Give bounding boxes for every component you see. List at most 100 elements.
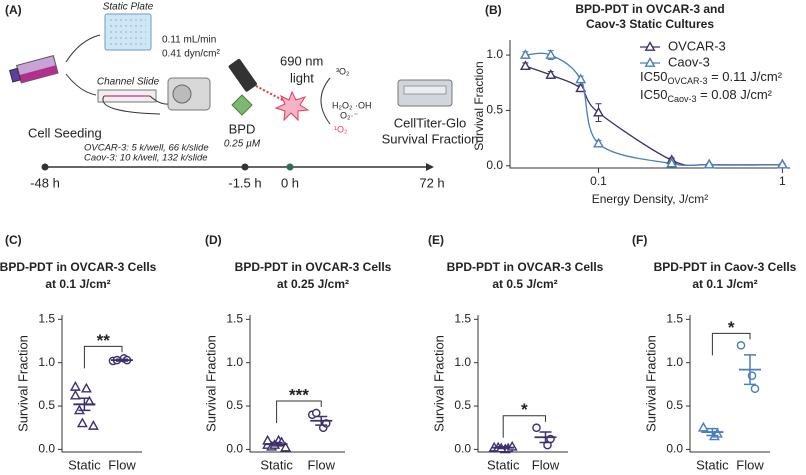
label: Channel Slide [97,77,160,88]
x-tick-label: Static [696,457,729,472]
timeline-label: -1.5 h [228,175,261,190]
marker [311,408,321,418]
y-tick-label: 0.0 [226,442,243,456]
significance-label: ** [97,331,111,350]
sem-bar [315,415,328,426]
y-tick-label: 0.0 [454,442,471,456]
marker [776,158,788,169]
legend-marker [644,41,656,51]
label: H₂O₂ ·OH [332,100,372,110]
annotation-sub: Caov-3 [667,94,696,104]
sem-bar [539,431,552,444]
marker [519,49,531,59]
label: OVCAR-3: 5 k/well, 66 k/slide [84,143,209,154]
axis [477,315,568,453]
marker [736,341,746,350]
flask [9,55,59,84]
sem-bar [78,397,91,412]
sem-bar [744,354,756,386]
significance-label: * [521,400,528,419]
y-axis-label: Survival Fraction [203,335,218,432]
axis [509,40,790,169]
label: ³O₂ [336,66,350,76]
annotation: IC50OVCAR-3 = 0.11 J/cm² [640,69,783,86]
y-tick-label: 0.0 [38,442,55,456]
label: 0.41 dyn/cm² [162,49,220,60]
chart-title: Caov-3 Static Cultures [586,17,714,31]
chart-title: at 0.1 J/cm² [45,277,110,291]
x-tick-label: Flow [308,457,336,472]
marker [575,73,587,84]
axis [61,315,142,453]
significance-bracket [502,415,546,438]
label: 690 nm [280,53,323,68]
plate [104,13,152,51]
sem-bar [706,427,719,437]
y-axis-label: Survival Fraction [643,335,658,432]
x-tick-label: Flow [532,457,560,472]
marker [280,441,292,452]
label: 0.25 µM [224,139,261,150]
label: BPD [229,121,256,136]
annotation-main: IC50 [640,69,667,84]
marker [76,417,88,428]
label: Caov-3: 10 k/well, 132 k/slide [84,153,208,164]
marker [750,384,760,394]
marker [697,421,709,432]
chart-title: BPD-PDT in OVCAR-3 and [575,2,724,16]
y-tick-label: 0.5 [486,103,503,117]
label: 0.11 mL/min [162,35,216,46]
x-tick-label: Flow [736,457,764,472]
marker [80,382,92,393]
chart-title: at 0.5 J/cm² [492,277,557,291]
annotation: IC50Caov-3 = 0.08 J/cm² [640,87,773,104]
timeline-label: 72 h [419,175,444,190]
y-tick-label: 1.0 [666,355,683,369]
marker [532,423,541,433]
panel-label: (E) [428,233,444,247]
timeline-dot [241,163,249,171]
y-axis-label: Survival Fraction [472,61,486,150]
panel-label: (B) [485,3,502,17]
plate-reader-tray [403,85,447,95]
marker [545,49,557,59]
significance-bracket [711,332,751,356]
marker [593,137,604,148]
bpd-molecule [231,94,253,116]
annotation-main: IC50 [640,87,667,102]
y-tick-label: 0.5 [454,398,471,412]
y-tick-label: 0.5 [226,398,243,412]
y-tick-label: 1.5 [38,312,55,326]
y-tick-label: 1.0 [38,355,55,369]
y-tick-label: 0.5 [666,398,683,412]
x-tick-label: Flow [108,457,136,472]
significance-label: * [728,318,735,337]
axis [249,315,345,453]
y-axis-label: Survival Fraction [431,335,446,432]
chart-title: BPD-PDT in OVCAR-3 Cells [235,260,392,274]
sem-bar [497,446,510,450]
marker [87,420,99,430]
legend-label: OVCAR-3 [668,38,726,53]
y-tick-label: 1.5 [666,312,683,326]
label: O₂·⁻ [340,110,358,120]
y-axis-label: Survival Fraction [15,335,30,432]
y-tick-label: 1.0 [454,355,471,369]
timeline-arrow [426,163,434,171]
timeline-dot [286,163,294,171]
y-tick-label: 1.0 [226,355,243,369]
arrow [320,77,331,125]
schematic: (A) Static Plate 0.11 mL/min 0.41 dyn/cm… [5,2,478,191]
marker [593,106,604,117]
chart-title: at 0.1 J/cm² [692,277,757,291]
x-tick-label: Static [260,457,293,472]
label: Survival Fraction [382,131,479,146]
annotation-value: = 0.11 J/cm² [707,69,782,84]
marker [519,60,531,70]
label: Static Plate [103,2,154,13]
timeline-label: 0 h [281,175,299,190]
burst [274,90,310,122]
chart-title: BPD-PDT in OVCAR-3 Cells [447,260,604,274]
